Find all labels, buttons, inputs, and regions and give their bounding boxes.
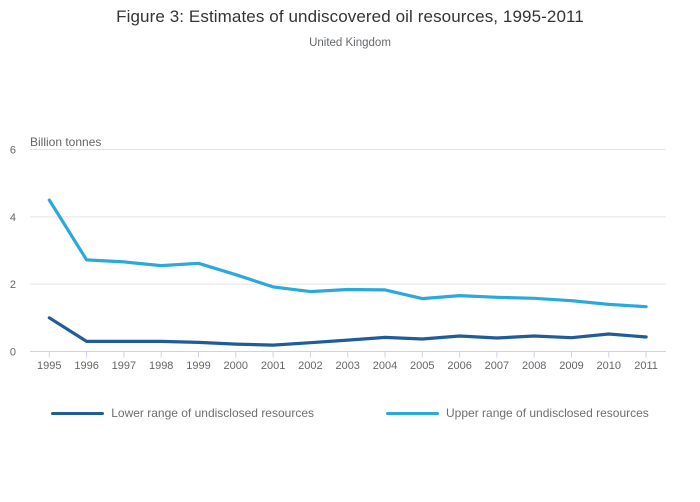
x-tick-label-2004: 2004 — [373, 360, 397, 372]
y-tick-label-6: 6 — [10, 144, 16, 156]
x-tick-label-1997: 1997 — [112, 360, 136, 372]
legend-swatch-lower-range — [51, 411, 105, 415]
y-tick-label-2: 2 — [10, 279, 16, 291]
series-line-upper-range — [47, 198, 648, 309]
x-tick-label-2005: 2005 — [410, 360, 434, 372]
y-tick-label-0: 0 — [10, 347, 16, 359]
x-tick-label-2002: 2002 — [298, 360, 322, 372]
x-tick-label-1998: 1998 — [149, 360, 173, 372]
x-tick-label-1995: 1995 — [37, 360, 61, 372]
y-tick-label-4: 4 — [10, 212, 16, 224]
plot-area: Billion tonnes 0 2 4 6 1995 1996 1997 1998 1999 2… — [10, 135, 666, 372]
x-tick-label-2011: 2011 — [634, 360, 658, 372]
y-axis-title: Billion tonnes — [30, 135, 101, 149]
x-tick-label-2001: 2001 — [261, 360, 285, 372]
x-tick-label-2010: 2010 — [597, 360, 621, 372]
legend-label-lower-range: Lower range of undisclosed resources — [111, 406, 314, 420]
x-tick-label-2000: 2000 — [224, 360, 248, 372]
x-tick-label-2007: 2007 — [485, 360, 509, 372]
chart-subtitle: United Kingdom — [309, 37, 391, 49]
x-tick-label-1999: 1999 — [186, 360, 210, 372]
legend-item-lower-range[interactable]: Lower range of undisclosed resources — [51, 406, 314, 420]
series-line-lower-range — [47, 316, 648, 347]
x-tick-label-2003: 2003 — [335, 360, 359, 372]
x-tick-label-2008: 2008 — [522, 360, 546, 372]
x-tick-label-1996: 1996 — [74, 360, 98, 372]
x-tick-label-2006: 2006 — [447, 360, 471, 372]
legend-label-upper-range: Upper range of undisclosed resources — [446, 406, 649, 420]
legend-swatch-upper-range — [386, 411, 439, 415]
legend: Lower range of undisclosed resources Upp… — [0, 406, 700, 420]
chart-title: Figure 3: Estimates of undiscovered oil … — [116, 7, 584, 26]
legend-item-upper-range[interactable]: Upper range of undisclosed resources — [386, 406, 649, 420]
x-tick-label-2009: 2009 — [559, 360, 583, 372]
